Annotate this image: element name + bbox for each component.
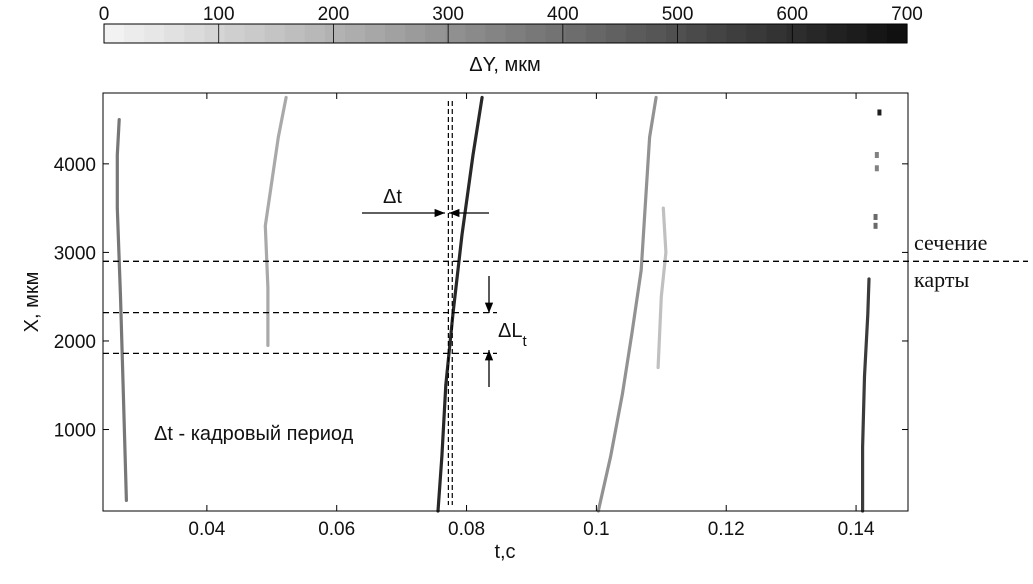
colorbar-tick-label: 500: [662, 4, 694, 25]
trace-1: [115, 118, 128, 502]
colorbar-cell: [164, 24, 185, 43]
colorbar-cell: [385, 24, 406, 43]
colorbar-cell: [746, 24, 768, 43]
colorbar-cell: [104, 24, 125, 43]
y-axis-label: X, мкм: [21, 272, 43, 333]
colorbar-cell: [405, 24, 426, 43]
colorbar-cell: [625, 24, 647, 43]
colorbar-tick-label: 200: [318, 4, 350, 25]
colorbar-cell: [425, 24, 446, 43]
colorbar-cell: [826, 24, 848, 43]
colorbar-tick-label: 100: [203, 4, 235, 25]
colorbar-gradient: [104, 24, 908, 43]
y-tick-label: 1000: [54, 421, 96, 442]
colorbar-ticks: 0 100 200 300 400 500 600 700: [99, 4, 923, 43]
colorbar-cell: [866, 24, 888, 43]
colorbar-tick-label: 300: [432, 4, 464, 25]
delta-t-label: Δt: [383, 186, 402, 208]
speck: [877, 109, 882, 116]
plot-area: 0.04 0.06 0.08 0.1 0.12 0.14 1000 2000 3000 4000: [54, 92, 1028, 540]
speck: [873, 222, 878, 229]
colorbar-cell: [646, 24, 667, 43]
trace-2: [263, 95, 288, 347]
x-tick-label: 0.04: [188, 519, 225, 540]
colorbar-cell: [565, 24, 587, 43]
colorbar-cell: [525, 24, 547, 43]
x-tick-label: 0.12: [708, 519, 745, 540]
y-tick-label: 3000: [54, 243, 96, 264]
colorbar-cell: [364, 24, 386, 43]
colorbar-cell: [465, 24, 487, 43]
colorbar-cell: [806, 24, 828, 43]
colorbar-tick-label: 400: [547, 4, 579, 25]
colorbar-cell: [124, 24, 145, 43]
colorbar-tick-label: 0: [99, 4, 110, 25]
colorbar-cell: [686, 24, 707, 43]
plot-background: [103, 93, 908, 511]
reference-lines: [103, 101, 1028, 505]
colorbar-cell: [445, 24, 466, 43]
colorbar-cell: [485, 24, 507, 43]
colorbar-cell: [324, 24, 346, 43]
x-tick-label: 0.14: [838, 519, 875, 540]
delta-l-main: ΔL: [498, 320, 522, 342]
colorbar-cell: [344, 24, 366, 43]
trace-group: [115, 95, 871, 513]
x-axis-label: t,c: [494, 541, 515, 563]
x-tick-label: 0.08: [448, 519, 485, 540]
colorbar-cell: [284, 24, 306, 43]
speck: [874, 151, 879, 158]
colorbar-cell: [304, 24, 326, 43]
y-tick-label: 4000: [54, 155, 96, 176]
colorbar-tick-label: 700: [891, 4, 923, 25]
plot-frame: [102, 92, 909, 512]
delta-l-label: ΔLt: [498, 320, 527, 350]
colorbar-cell: [204, 24, 226, 43]
trace-4: [596, 95, 658, 513]
x-tick-label: 0.06: [318, 519, 355, 540]
delta-l-sub: t: [522, 333, 527, 350]
colorbar-label: ΔY, мкм: [469, 54, 540, 76]
colorbar-cell: [846, 24, 868, 43]
colorbar-cell: [605, 24, 627, 43]
period-note: Δt - кадровый период: [154, 423, 354, 445]
colorbar-cell: [786, 24, 808, 43]
trace-6: [861, 277, 871, 513]
colorbar-cell: [545, 24, 567, 43]
speck: [874, 165, 879, 172]
colorbar-cell: [144, 24, 165, 43]
colorbar-tick-label: 600: [776, 4, 808, 25]
colorbar-cell: [585, 24, 607, 43]
trace-5: [656, 206, 668, 370]
colorbar-cell: [666, 24, 687, 43]
colorbar-cell: [886, 24, 908, 43]
speck: [873, 213, 878, 220]
section-label-line2: карты: [914, 267, 969, 292]
colorbar-cell: [224, 24, 246, 43]
colorbar-cell: [244, 24, 266, 43]
colorbar-cell: [184, 24, 205, 43]
speck-group: [873, 109, 882, 229]
colorbar-cell: [726, 24, 747, 43]
y-tick-label: 2000: [54, 332, 96, 353]
section-label-line1: сечение: [914, 230, 987, 255]
colorbar: 0 100 200 300 400 500 600 700 ΔY, мкм: [99, 4, 923, 76]
colorbar-cell: [505, 24, 527, 43]
trace-3: [436, 95, 484, 513]
colorbar-cell: [264, 24, 286, 43]
colorbar-cell: [706, 24, 727, 43]
axes: 0.04 0.06 0.08 0.1 0.12 0.14 1000 2000 3000 4000: [54, 93, 908, 540]
colorbar-cell: [766, 24, 788, 43]
x-tick-label: 0.1: [583, 519, 609, 540]
